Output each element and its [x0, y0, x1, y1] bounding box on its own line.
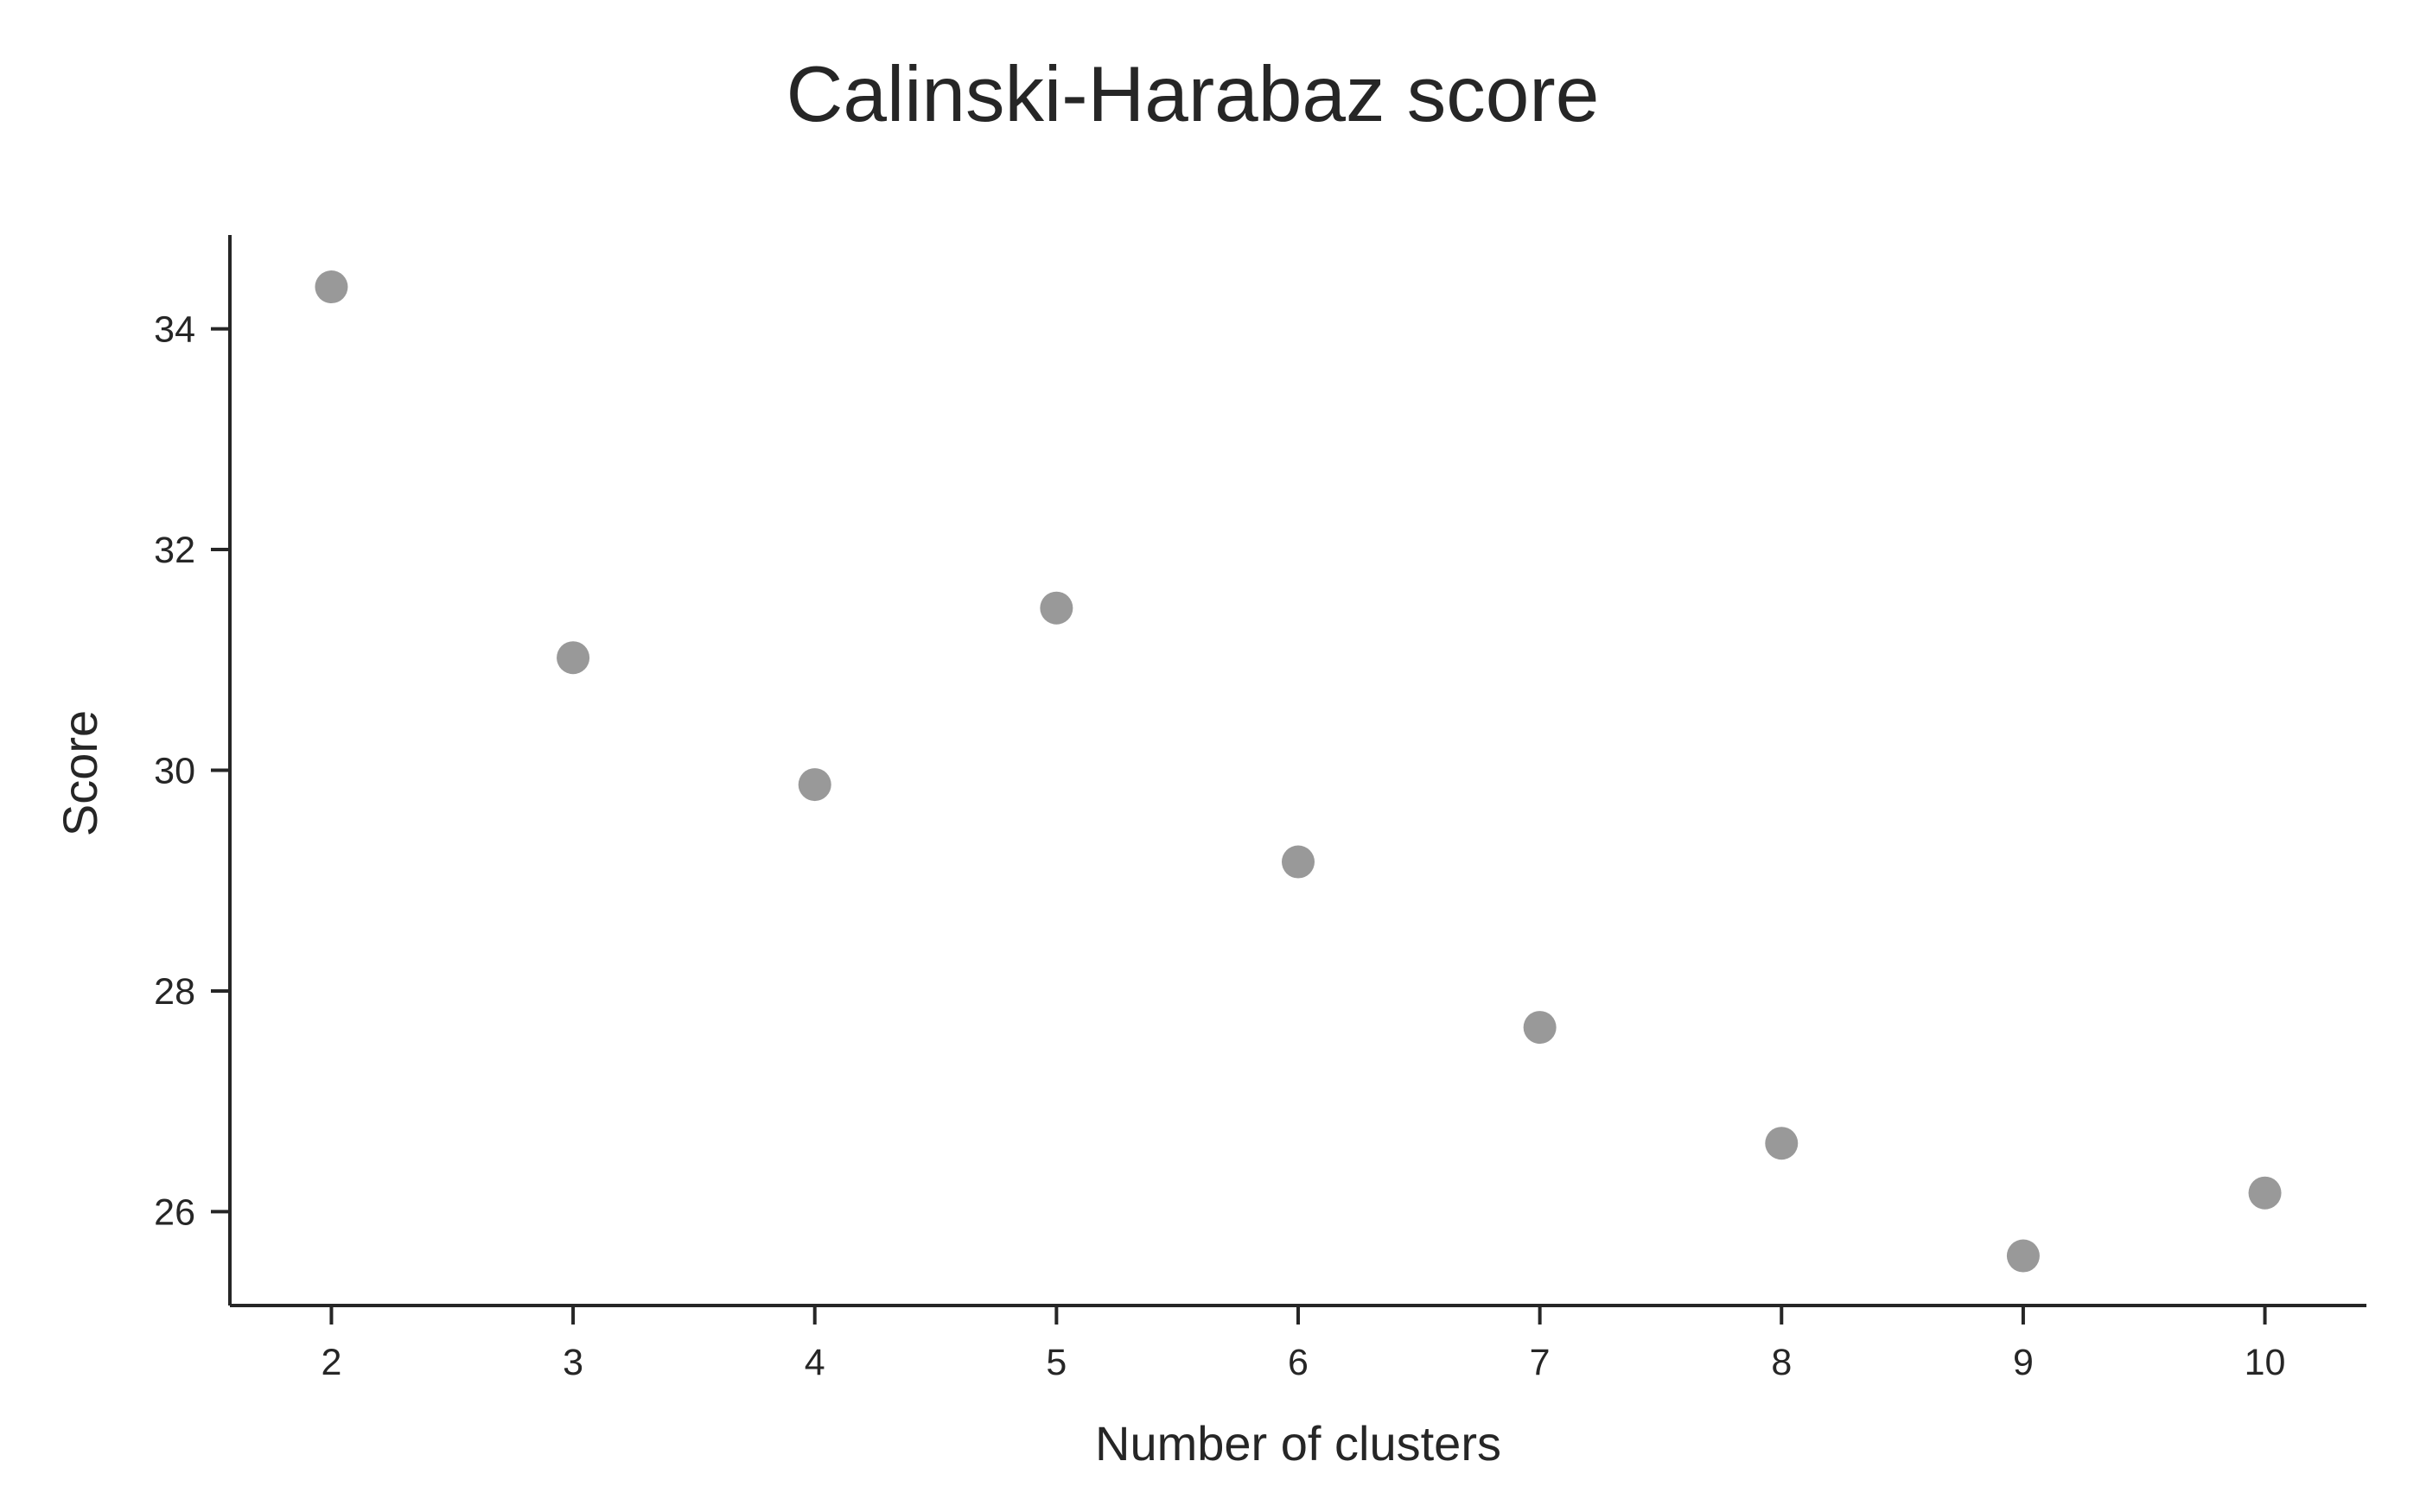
x-tick-label: 5 — [1046, 1342, 1067, 1383]
data-point — [1282, 845, 1315, 879]
y-tick-label: 34 — [154, 309, 195, 351]
x-tick-label: 8 — [1771, 1342, 1792, 1383]
data-point — [1523, 1011, 1557, 1045]
x-tick-label: 3 — [563, 1342, 583, 1383]
y-tick-label: 28 — [154, 971, 195, 1013]
x-tick-label: 2 — [321, 1342, 341, 1383]
y-tick-label: 30 — [154, 751, 195, 792]
data-point — [2248, 1176, 2282, 1210]
data-point — [315, 270, 348, 304]
y-axis-ticks: 26 28 30 32 34 — [154, 309, 230, 1233]
x-tick-label: 10 — [2245, 1342, 2286, 1383]
data-points — [315, 270, 2282, 1273]
data-point — [798, 768, 831, 802]
y-tick-label: 32 — [154, 530, 195, 571]
x-tick-label: 7 — [1530, 1342, 1551, 1383]
data-point — [1765, 1127, 1799, 1160]
y-axis-label: Score — [53, 710, 107, 836]
x-tick-label: 4 — [805, 1342, 825, 1383]
data-point — [557, 641, 590, 675]
x-axis-label: Number of clusters — [1095, 1416, 1501, 1471]
x-tick-label: 9 — [2013, 1342, 2034, 1383]
x-axis-ticks: 2 3 4 5 6 7 8 9 10 — [321, 1306, 2285, 1383]
data-point — [2006, 1239, 2040, 1273]
chart-title: Calinski-Harabaz score — [786, 51, 1600, 138]
data-point — [1040, 591, 1073, 625]
y-tick-label: 26 — [154, 1191, 195, 1233]
x-tick-label: 6 — [1288, 1342, 1309, 1383]
